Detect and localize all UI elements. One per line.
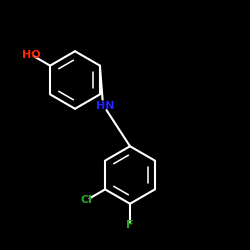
Text: HN: HN (96, 101, 114, 111)
Text: Cl: Cl (80, 196, 92, 205)
Text: HO: HO (22, 50, 41, 60)
Text: F: F (126, 220, 134, 230)
